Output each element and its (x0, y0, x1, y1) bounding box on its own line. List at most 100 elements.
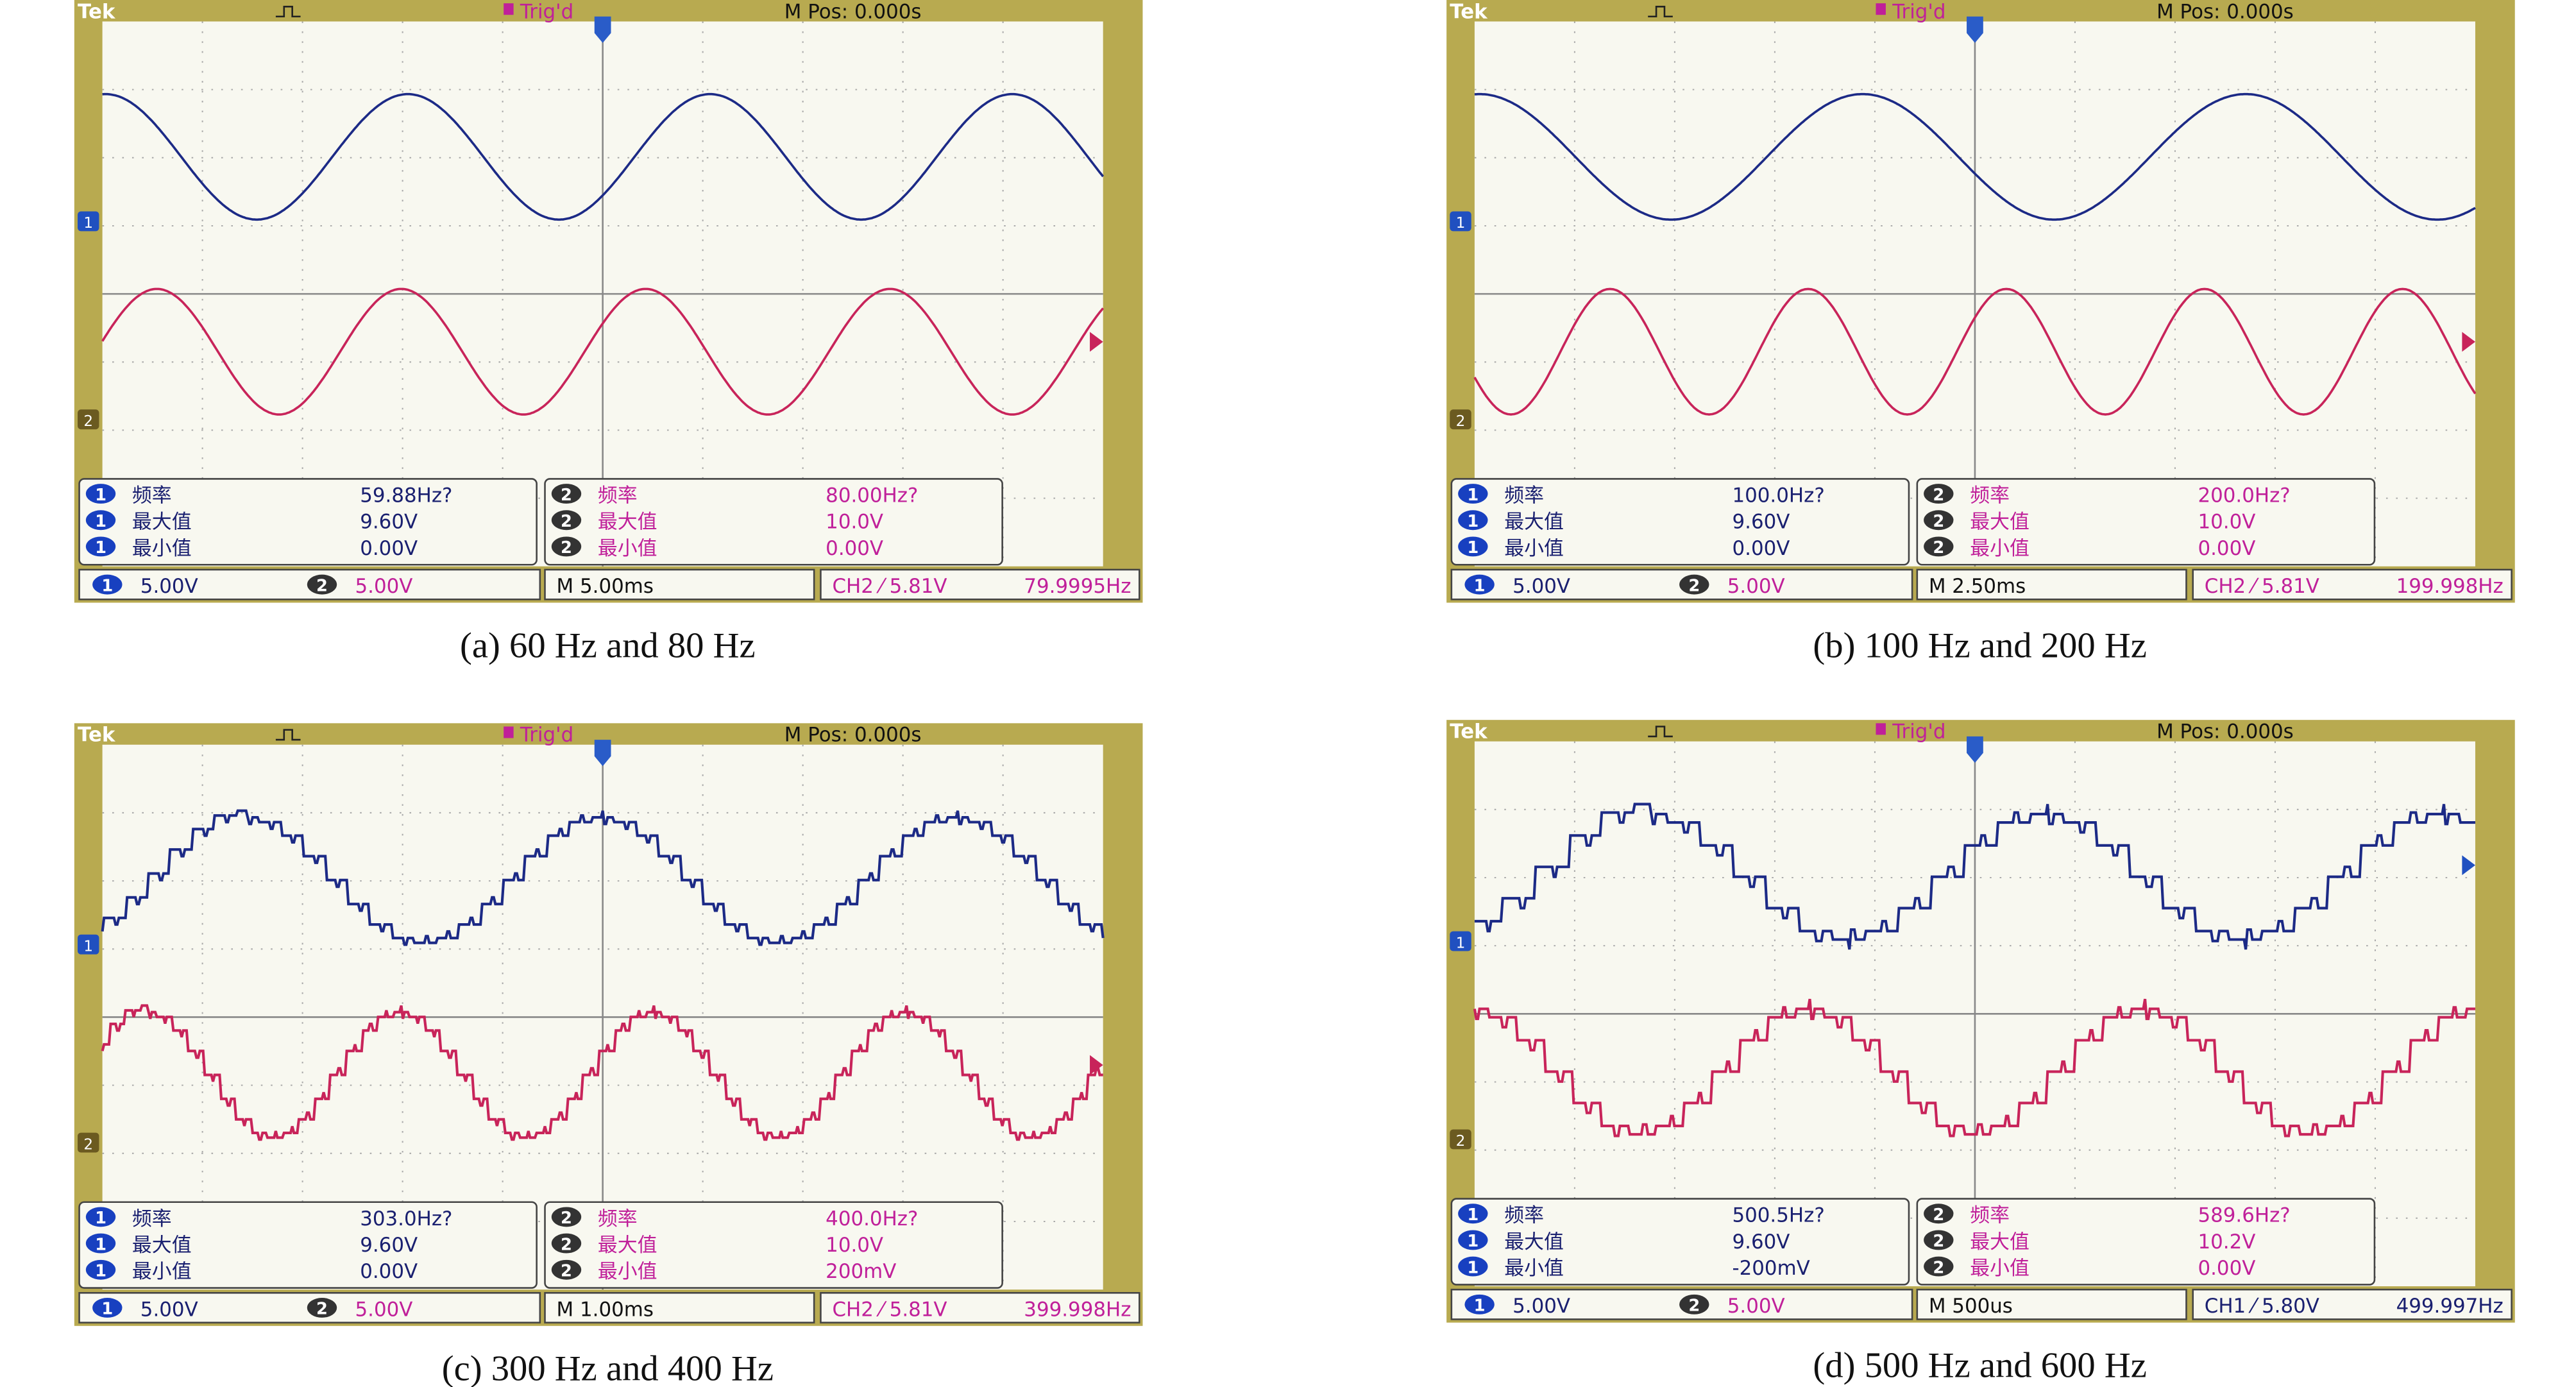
brand: Tek (78, 0, 116, 23)
measurement-label: 最大值 (1970, 1230, 2029, 1254)
channel-badge (85, 1207, 116, 1227)
channel-badge (85, 1259, 116, 1280)
measurement-box (1916, 478, 2376, 566)
acquire-icon (1648, 726, 1673, 738)
waveform (101, 1004, 1103, 1141)
channel-number: 1 (95, 512, 106, 531)
channel-number: 2 (561, 1235, 572, 1254)
horizontal-position: M Pos: 0.000s (784, 0, 922, 23)
channel-marker (77, 1132, 99, 1153)
timebase: M 2.50ms (1929, 575, 2026, 598)
channel-badge (92, 1298, 123, 1318)
channel-badge (1924, 536, 1954, 557)
channel-marker (1450, 211, 1471, 232)
trigger-status: Trig'd (520, 0, 573, 23)
trigger-level-marker (2462, 855, 2475, 876)
measurement-label: 最大值 (1970, 511, 2029, 534)
measurement-value: 9.60V (1733, 511, 1790, 534)
channel-badge (1924, 1204, 1954, 1224)
measurement-value: 0.00V (360, 1260, 418, 1283)
channel-number: 2 (1933, 486, 1944, 505)
trigger-position-marker (1967, 736, 1983, 763)
channel-number: 1 (1467, 1258, 1479, 1277)
channel-number: 1 (1467, 538, 1479, 557)
trigger-status-icon (1876, 723, 1886, 735)
oscilloscope-panel: Tek Trig'd M Pos: 0.000s 1 2 1 频率 59.88Hz? 1 最大值 9… (74, 0, 1143, 665)
measurement-value: 80.00Hz? (826, 484, 918, 507)
channel-badge (1458, 1204, 1488, 1224)
measurement-value: 9.60V (360, 1234, 418, 1257)
trigger-frequency: 399.998Hz (1024, 1298, 1131, 1321)
brand: Tek (1450, 720, 1488, 743)
channel-badge (1458, 1256, 1488, 1277)
ch1-scale: 5.00V (140, 1298, 198, 1321)
measurement-box (544, 1201, 1003, 1289)
measurement-label: 频率 (1970, 484, 2010, 507)
ch1-scale: 5.00V (1513, 575, 1570, 598)
measurement-value: 400.0Hz? (826, 1207, 918, 1230)
timebase: M 500us (1929, 1295, 2013, 1318)
channel-marker (77, 409, 99, 430)
trigger-position-marker (594, 740, 611, 767)
measurement-box (1450, 1198, 1910, 1286)
channel-number: 1 (1467, 512, 1479, 531)
measurement-value: 9.60V (360, 511, 418, 534)
measurement-label: 最大值 (1504, 1230, 1564, 1254)
oscilloscope-panel: Tek Trig'd M Pos: 0.000s 1 2 1 频率 303.0Hz? 1 最大值 9… (74, 723, 1143, 1387)
measurement-label: 最小值 (132, 537, 192, 560)
measurement-value: 0.00V (826, 537, 883, 560)
measurement-label: 最小值 (1970, 1257, 2029, 1280)
measurement-value: 10.2V (2198, 1230, 2255, 1254)
measurement-label: 最大值 (1504, 511, 1564, 534)
trigger-setting: CH2 ⁄ 5.81V (2205, 575, 2319, 598)
channel-marker-label: 1 (1456, 215, 1466, 232)
channel-number: 1 (1467, 1205, 1479, 1225)
footer-box (2192, 568, 2512, 600)
measurement-value: 303.0Hz? (360, 1207, 452, 1230)
ch1-scale: 5.00V (1513, 1295, 1570, 1318)
channel-number: 2 (561, 512, 572, 531)
acquire-icon (275, 729, 301, 741)
measurement-value: 10.0V (2198, 511, 2255, 534)
channel-number: 2 (561, 1262, 572, 1281)
channel-marker-label: 2 (1456, 413, 1466, 430)
measurement-label: 最大值 (132, 1234, 192, 1257)
channel-badge (92, 574, 123, 595)
measurement-box (78, 478, 538, 566)
channel-badge (1458, 484, 1488, 504)
channel-badge (1464, 574, 1495, 595)
ch2-scale: 5.00V (1727, 575, 1785, 598)
footer-box (2192, 1288, 2512, 1320)
measurement-label: 频率 (598, 484, 638, 507)
measurement-value: 589.6Hz? (2198, 1204, 2290, 1227)
measurement-label: 频率 (1504, 1204, 1544, 1227)
channel-number: 2 (316, 576, 328, 595)
channel-marker-label: 1 (1456, 935, 1466, 951)
channel-badge (85, 510, 116, 531)
measurement-value: 59.88Hz? (360, 484, 452, 507)
channel-badge (307, 574, 337, 595)
channel-badge (1679, 1294, 1709, 1315)
measurement-box (1450, 478, 1910, 566)
trigger-status: Trig'd (1892, 0, 1945, 23)
channel-badge (1458, 536, 1488, 557)
channel-marker (1450, 1129, 1471, 1150)
channel-marker-label: 2 (1456, 1133, 1466, 1150)
horizontal-position: M Pos: 0.000s (784, 724, 922, 747)
ch2-scale: 5.00V (355, 1298, 412, 1321)
measurement-label: 频率 (598, 1207, 638, 1230)
measurement-label: 最小值 (1504, 537, 1564, 560)
trigger-level-marker (1090, 332, 1103, 352)
trigger-status-icon (1876, 3, 1886, 15)
measurement-label: 最小值 (132, 1260, 192, 1283)
channel-badge (551, 484, 582, 504)
caption: (b) 100 Hz and 200 Hz (1813, 625, 2146, 665)
channel-marker (77, 934, 99, 955)
channel-badge (551, 536, 582, 557)
trigger-level-marker (2462, 332, 2475, 352)
measurement-box (1916, 1198, 2376, 1286)
channel-badge (1924, 484, 1954, 504)
trigger-setting: CH1 ⁄ 5.80V (2205, 1295, 2319, 1318)
channel-number: 1 (95, 1262, 106, 1281)
trigger-setting: CH2 ⁄ 5.81V (832, 575, 947, 598)
